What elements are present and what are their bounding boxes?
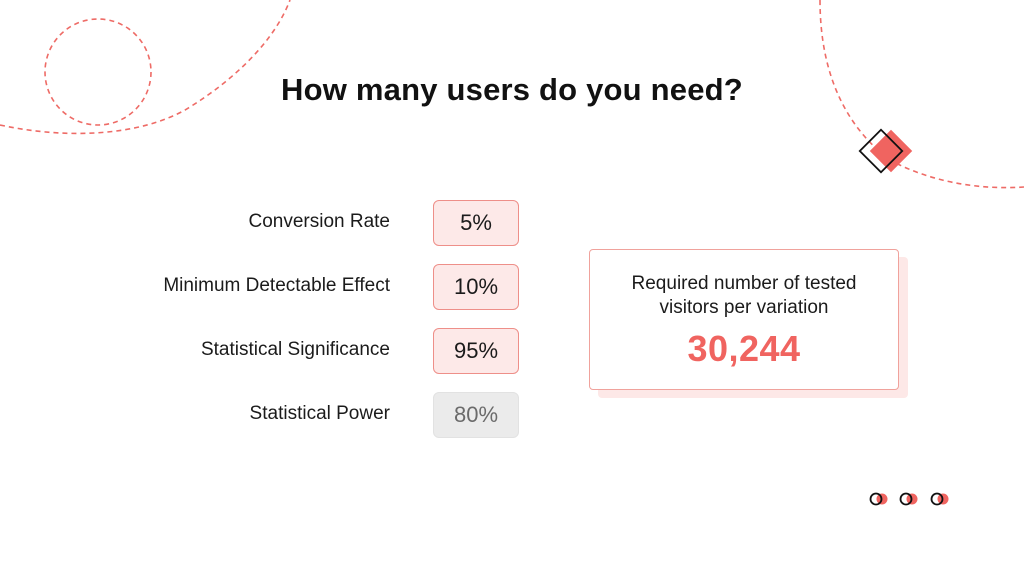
result-card: Required number of tested visitors per v… bbox=[589, 249, 899, 390]
page-title: How many users do you need? bbox=[281, 72, 743, 107]
conversion-rate-value[interactable]: 5% bbox=[433, 200, 519, 246]
statistical-power-value[interactable]: 80% bbox=[433, 392, 519, 438]
result-value: 30,244 bbox=[687, 328, 801, 369]
dashed-circle-decoration bbox=[44, 18, 152, 126]
dot-pair-icon bbox=[899, 492, 918, 506]
result-label: Required number of tested visitors per v… bbox=[631, 273, 857, 318]
diamond-icon bbox=[858, 128, 913, 174]
minimum-detectable-effect-label: Minimum Detectable Effect bbox=[163, 275, 390, 296]
dot-pair-icon bbox=[869, 492, 888, 506]
dot-pair-icon bbox=[930, 492, 949, 506]
dashed-arc-left-decoration bbox=[0, 0, 291, 135]
statistical-significance-value[interactable]: 95% bbox=[433, 328, 519, 374]
statistical-power-label: Statistical Power bbox=[249, 403, 390, 424]
statistical-significance-label: Statistical Significance bbox=[200, 339, 390, 360]
conversion-rate-label: Conversion Rate bbox=[248, 211, 390, 232]
minimum-detectable-effect-value[interactable]: 10% bbox=[433, 264, 519, 310]
pagination-dots bbox=[869, 492, 949, 506]
